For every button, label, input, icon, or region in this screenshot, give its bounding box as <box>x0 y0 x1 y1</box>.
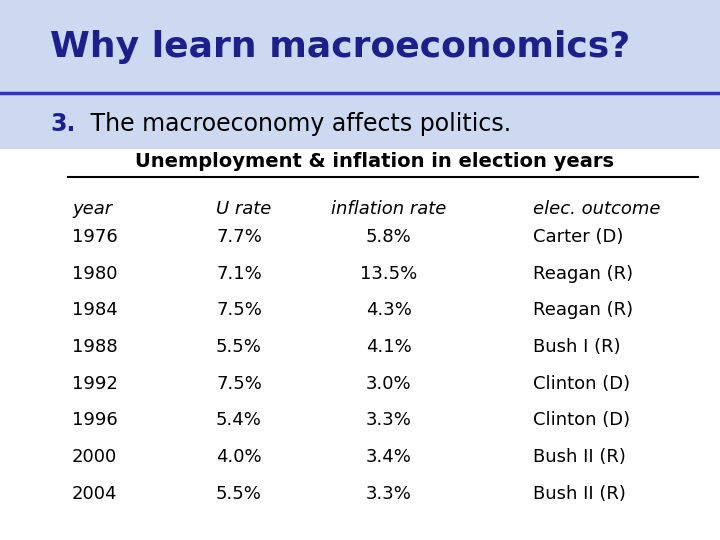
Text: 7.1%: 7.1% <box>216 265 262 282</box>
Text: 1976: 1976 <box>72 228 118 246</box>
Text: inflation rate: inflation rate <box>331 200 446 218</box>
Text: 1980: 1980 <box>72 265 117 282</box>
Text: 13.5%: 13.5% <box>360 265 418 282</box>
Text: 1988: 1988 <box>72 338 117 356</box>
Text: 3.: 3. <box>50 112 76 136</box>
Text: Why learn macroeconomics?: Why learn macroeconomics? <box>50 30 631 64</box>
Text: 3.0%: 3.0% <box>366 375 412 393</box>
Text: 5.5%: 5.5% <box>216 338 262 356</box>
Text: 5.5%: 5.5% <box>216 485 262 503</box>
Text: U rate: U rate <box>216 200 271 218</box>
Text: 2004: 2004 <box>72 485 117 503</box>
Text: 2000: 2000 <box>72 448 117 466</box>
Text: year: year <box>72 200 112 218</box>
Text: Unemployment & inflation in election years: Unemployment & inflation in election yea… <box>135 152 614 171</box>
Text: 4.0%: 4.0% <box>216 448 261 466</box>
Text: elec. outcome: elec. outcome <box>533 200 660 218</box>
Text: 1996: 1996 <box>72 411 118 429</box>
Text: 3.3%: 3.3% <box>366 411 412 429</box>
Text: 5.4%: 5.4% <box>216 411 262 429</box>
Text: 1984: 1984 <box>72 301 118 319</box>
Text: 7.7%: 7.7% <box>216 228 262 246</box>
Text: 7.5%: 7.5% <box>216 301 262 319</box>
Text: Reagan (R): Reagan (R) <box>533 301 633 319</box>
Text: Clinton (D): Clinton (D) <box>533 411 630 429</box>
Text: Bush II (R): Bush II (R) <box>533 448 626 466</box>
Text: 4.1%: 4.1% <box>366 338 412 356</box>
Text: Reagan (R): Reagan (R) <box>533 265 633 282</box>
Text: The macroeconomy affects politics.: The macroeconomy affects politics. <box>83 112 511 136</box>
Text: 3.3%: 3.3% <box>366 485 412 503</box>
Text: 7.5%: 7.5% <box>216 375 262 393</box>
Text: Bush I (R): Bush I (R) <box>533 338 621 356</box>
Text: Carter (D): Carter (D) <box>533 228 624 246</box>
Text: 1992: 1992 <box>72 375 118 393</box>
Text: 5.8%: 5.8% <box>366 228 412 246</box>
FancyBboxPatch shape <box>0 148 720 540</box>
Text: 3.4%: 3.4% <box>366 448 412 466</box>
Text: Clinton (D): Clinton (D) <box>533 375 630 393</box>
Text: 4.3%: 4.3% <box>366 301 412 319</box>
Text: Bush II (R): Bush II (R) <box>533 485 626 503</box>
